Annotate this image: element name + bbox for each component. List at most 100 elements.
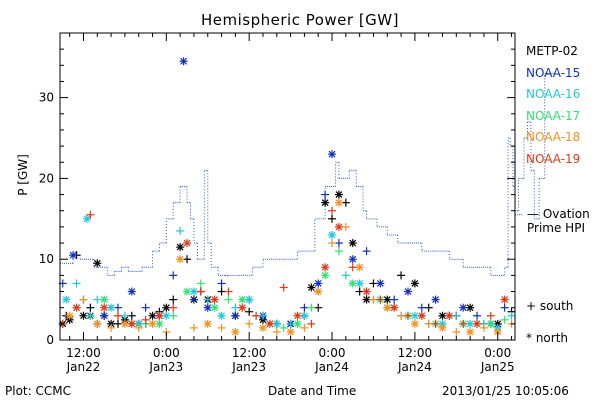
data-point-noaa-19 bbox=[473, 319, 482, 328]
data-point-noaa-19 bbox=[500, 295, 509, 304]
y-tick-label: 0 bbox=[46, 333, 54, 347]
data-point-noaa-17 bbox=[155, 319, 164, 328]
data-point-noaa-19 bbox=[210, 295, 219, 304]
data-point-noaa-18 bbox=[93, 319, 102, 328]
data-point-noaa-18 bbox=[383, 303, 392, 312]
data-point-noaa-19 bbox=[390, 303, 399, 312]
y-axis-label: P [GW] bbox=[15, 154, 30, 196]
data-point-noaa-19 bbox=[321, 263, 330, 272]
data-point-noaa-18 bbox=[107, 323, 116, 332]
data-point-noaa-18 bbox=[217, 323, 226, 332]
data-point-noaa-15 bbox=[69, 251, 78, 260]
data-point-noaa-18 bbox=[334, 198, 343, 207]
data-point-noaa-15 bbox=[403, 287, 412, 296]
data-point-metp-02 bbox=[107, 319, 116, 328]
data-point-noaa-16 bbox=[176, 226, 185, 235]
data-point-noaa-16 bbox=[452, 311, 461, 320]
data-point-metp-02 bbox=[113, 319, 122, 328]
footer-timestamp: 2013/01/25 10:05:06 bbox=[442, 384, 569, 398]
data-point-noaa-15 bbox=[217, 279, 226, 288]
data-point-noaa-17 bbox=[210, 303, 219, 312]
data-point-noaa-15 bbox=[417, 303, 426, 312]
data-point-noaa-18 bbox=[258, 323, 267, 332]
data-point-noaa-15 bbox=[300, 303, 309, 312]
legend-item-noaa-16: NOAA-16 bbox=[526, 87, 581, 101]
data-point-metp-02 bbox=[176, 243, 185, 252]
data-point-metp-02 bbox=[424, 303, 433, 312]
data-point-noaa-18 bbox=[452, 327, 461, 336]
data-point-noaa-19 bbox=[155, 311, 164, 320]
data-point-noaa-15 bbox=[231, 311, 240, 320]
data-point-noaa-16 bbox=[203, 295, 212, 304]
x-tick-label-date: Jan23 bbox=[231, 360, 266, 374]
data-point-metp-02 bbox=[321, 198, 330, 207]
data-point-noaa-17 bbox=[348, 279, 357, 288]
hpi-line-layer bbox=[60, 72, 555, 276]
data-point-noaa-18 bbox=[176, 255, 185, 264]
data-point-noaa-18 bbox=[479, 323, 488, 332]
y-tick-label: 20 bbox=[39, 171, 54, 185]
hpi-legend-line2: Prime HPI bbox=[527, 221, 585, 235]
data-point-noaa-17 bbox=[293, 319, 302, 328]
data-point-noaa-19 bbox=[403, 311, 412, 320]
data-point-noaa-16 bbox=[355, 279, 364, 288]
data-point-metp-02 bbox=[410, 279, 419, 288]
data-point-noaa-18 bbox=[134, 323, 143, 332]
y-tick-label: 30 bbox=[39, 91, 54, 105]
data-point-noaa-17 bbox=[224, 295, 233, 304]
x-tick-label-time: 12:00 bbox=[232, 346, 267, 360]
data-point-metp-02 bbox=[369, 279, 378, 288]
data-point-noaa-15 bbox=[431, 295, 440, 304]
tick-labels-layer: 010203012:00Jan220:00Jan2312:00Jan230:00… bbox=[39, 91, 515, 374]
x-tick-label-time: 0:00 bbox=[484, 346, 511, 360]
data-point-noaa-16 bbox=[72, 279, 81, 288]
data-point-noaa-18 bbox=[355, 263, 364, 272]
data-point-noaa-19 bbox=[265, 319, 274, 328]
y-tick-label: 10 bbox=[39, 252, 54, 266]
data-point-noaa-18 bbox=[369, 295, 378, 304]
legend-item-noaa-18: NOAA-18 bbox=[526, 130, 581, 144]
data-point-noaa-16 bbox=[328, 230, 337, 239]
data-point-metp-02 bbox=[438, 311, 447, 320]
data-point-noaa-18 bbox=[466, 327, 475, 336]
x-tick-label-date: Jan23 bbox=[148, 360, 183, 374]
data-point-noaa-19 bbox=[238, 303, 247, 312]
data-point-noaa-19 bbox=[486, 311, 495, 320]
data-point-noaa-16 bbox=[82, 214, 91, 223]
data-point-noaa-16 bbox=[258, 311, 267, 320]
data-point-metp-02 bbox=[341, 198, 350, 207]
data-point-metp-02 bbox=[183, 255, 192, 264]
data-point-metp-02 bbox=[348, 239, 357, 248]
data-point-noaa-17 bbox=[169, 311, 178, 320]
data-point-noaa-19 bbox=[113, 311, 122, 320]
data-point-noaa-18 bbox=[300, 323, 309, 332]
data-point-noaa-16 bbox=[62, 295, 71, 304]
data-point-metp-02 bbox=[79, 311, 88, 320]
data-point-noaa-18 bbox=[245, 319, 254, 328]
data-point-noaa-15 bbox=[321, 190, 330, 199]
x-tick-label-time: 12:00 bbox=[66, 346, 101, 360]
data-point-noaa-16 bbox=[466, 319, 475, 328]
data-points-layer bbox=[58, 57, 516, 336]
data-point-noaa-16 bbox=[217, 311, 226, 320]
marker-legend-north: * north bbox=[526, 331, 569, 345]
data-point-noaa-19 bbox=[431, 319, 440, 328]
data-point-metp-02 bbox=[314, 303, 323, 312]
data-point-noaa-17 bbox=[279, 323, 288, 332]
data-point-noaa-17 bbox=[196, 279, 205, 288]
data-point-noaa-16 bbox=[189, 287, 198, 296]
data-point-noaa-16 bbox=[507, 311, 516, 320]
data-point-noaa-15 bbox=[179, 57, 188, 66]
data-point-noaa-17 bbox=[500, 315, 509, 324]
legend-item-metp-02: METP-02 bbox=[526, 44, 578, 58]
data-point-noaa-16 bbox=[107, 303, 116, 312]
data-point-noaa-19 bbox=[183, 239, 192, 248]
data-point-noaa-16 bbox=[231, 303, 240, 312]
x-tick-label-date: Jan25 bbox=[480, 360, 515, 374]
data-point-noaa-19 bbox=[127, 319, 136, 328]
data-point-noaa-18 bbox=[397, 311, 406, 320]
legend-item-noaa-15: NOAA-15 bbox=[526, 65, 581, 80]
data-point-noaa-17 bbox=[321, 271, 330, 280]
legend-item-noaa-19: NOAA-19 bbox=[526, 151, 581, 166]
data-point-noaa-17 bbox=[307, 303, 316, 312]
